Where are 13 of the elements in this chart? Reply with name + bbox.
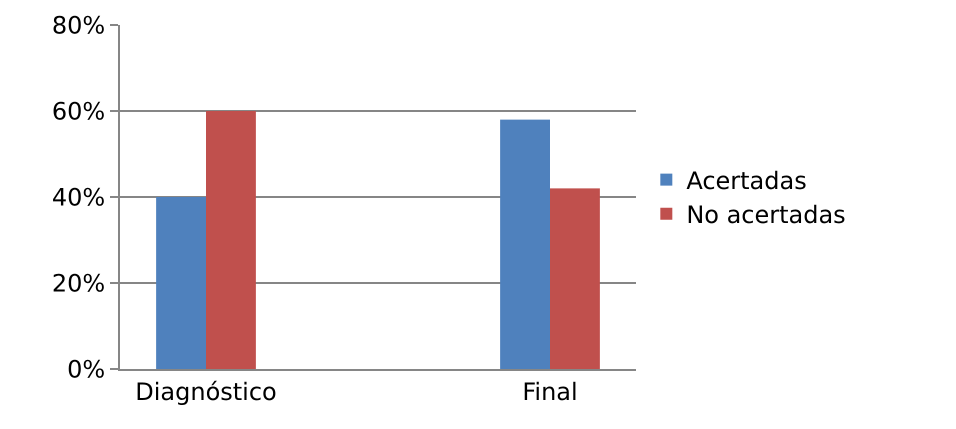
bar (500, 120, 550, 369)
x-tick-label: Final (522, 378, 578, 406)
y-tick-label: 20% (52, 269, 106, 298)
y-tick-label: 60% (52, 97, 106, 126)
y-tick-label: 80% (52, 11, 106, 40)
y-tick-label: 40% (52, 183, 106, 212)
y-tick-label: 0% (67, 355, 106, 384)
legend-label: No acertadas (686, 201, 846, 230)
bar (206, 111, 256, 369)
legend-label: Acertadas (686, 166, 807, 195)
bar (156, 197, 206, 369)
bar (550, 188, 600, 369)
x-tick-label: Diagnóstico (135, 378, 277, 406)
